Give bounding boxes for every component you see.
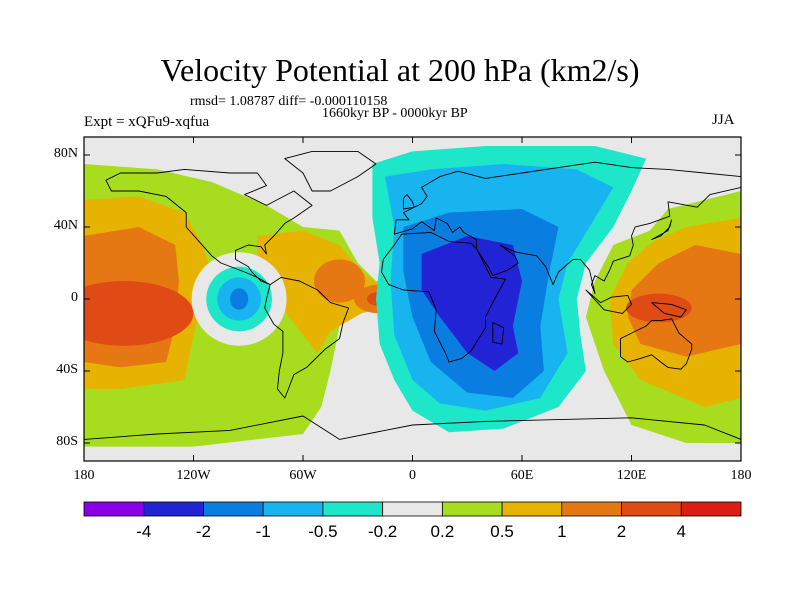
negative-east-2 [421, 236, 522, 371]
positive-atlantic-1 [313, 259, 366, 303]
period-label: 1660kyr BP - 0000kyr BP [322, 106, 468, 121]
coast-north-america [105, 168, 313, 286]
coast-new-guinea [651, 302, 687, 318]
colorbar-label: 4 [676, 522, 686, 541]
colorbar-label: -0.2 [367, 522, 398, 541]
lon-label: 60E [510, 468, 534, 483]
colorbar-label: 0.5 [490, 522, 514, 541]
lat-label: 0 [71, 290, 78, 305]
colorbar-swatch [322, 501, 384, 517]
coast-britain [402, 194, 415, 210]
coast-madagascar [492, 321, 505, 345]
colorbar-swatch [680, 501, 742, 517]
colorbar-swatch [621, 501, 682, 517]
experiment-label: Expt = xQFu9-xqfua [84, 114, 210, 130]
colorbar-swatch [501, 501, 563, 517]
lon-label: 180 [730, 468, 752, 483]
colorbar-label: 2 [616, 522, 627, 541]
lon-label: 60W [289, 468, 317, 483]
axis-ticks [83, 137, 742, 461]
lat-label: 80S [56, 434, 78, 449]
colorbar-label: -0.5 [308, 522, 338, 541]
colorbar-label: 0.2 [430, 522, 455, 541]
lat-label: 80N [53, 146, 78, 161]
coast-indonesia [585, 289, 632, 314]
positive-westpac-2 [626, 293, 692, 323]
colorbar-label: -1 [255, 522, 271, 541]
figure-title: Velocity Potential at 200 hPa (km2/s) [160, 52, 640, 88]
colorbar-swatch [262, 501, 324, 517]
coast-africa [381, 231, 507, 363]
coast-japan [651, 219, 673, 241]
colorbar-swatch [203, 501, 264, 517]
colorbar-swatch [83, 501, 145, 517]
lon-label: 0 [409, 468, 416, 483]
lat-label: 40S [56, 362, 78, 377]
colorbar-label: -2 [195, 522, 212, 541]
coast-antarctica [84, 415, 741, 461]
coast-greenland [284, 150, 377, 192]
coast-eurasia [393, 161, 741, 295]
coastlines [84, 150, 741, 461]
lat-label: 40N [53, 218, 78, 233]
coast-australia [620, 318, 693, 370]
colorbar-swatch [561, 501, 622, 517]
coast-south-america [264, 276, 350, 399]
colorbar-label: -4 [136, 522, 152, 541]
season-label: JJA [712, 112, 735, 128]
colorbar-swatch [441, 501, 503, 517]
lon-label: 120E [616, 468, 647, 483]
colorbar-swatch [382, 501, 443, 517]
lon-label: 120W [176, 468, 211, 483]
lon-label: 180 [73, 468, 95, 483]
negative-eastpac-1 [230, 288, 249, 310]
contour-field [84, 137, 741, 461]
stats-label: rmsd= 1.08787 diff= -0.000110158 [190, 94, 388, 109]
colorbar-swatch [143, 501, 204, 517]
colorbar-label: 1 [557, 522, 567, 541]
positive-west-2 [84, 281, 194, 346]
